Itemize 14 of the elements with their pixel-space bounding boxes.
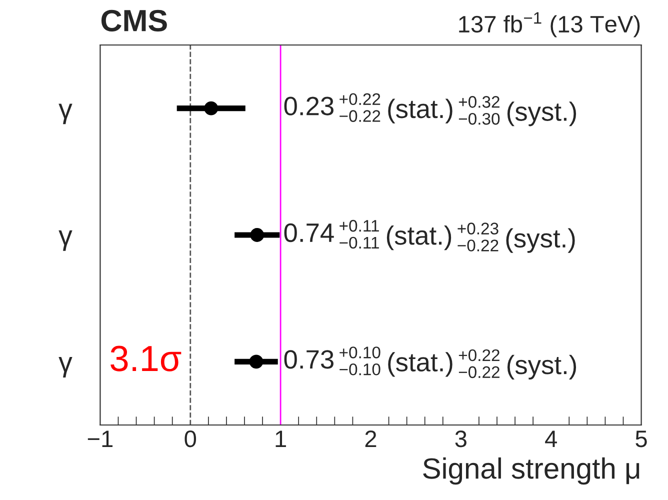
x-tick-label: −1 xyxy=(88,430,113,447)
x-tick-label: 2 xyxy=(365,430,376,447)
y-tick-label: γ xyxy=(58,230,72,251)
chart-subtitle: 137 fb$^{−1}$ (13 TeV) xyxy=(459,12,640,38)
x-axis-title: Signal strength μ xyxy=(423,457,640,485)
x-tick-label: 5 xyxy=(636,430,647,448)
x-tick-label: 4 xyxy=(545,430,557,447)
y-tick-label: γ xyxy=(58,357,72,378)
y-tick-label: γ xyxy=(58,104,72,124)
annotation: 3.1σ xyxy=(110,346,182,372)
x-tick-label: 1 xyxy=(276,430,286,447)
x-tick-label: 3 xyxy=(455,430,466,448)
x-tick-label: 0 xyxy=(184,430,196,448)
chart-title: CMS xyxy=(101,10,167,32)
